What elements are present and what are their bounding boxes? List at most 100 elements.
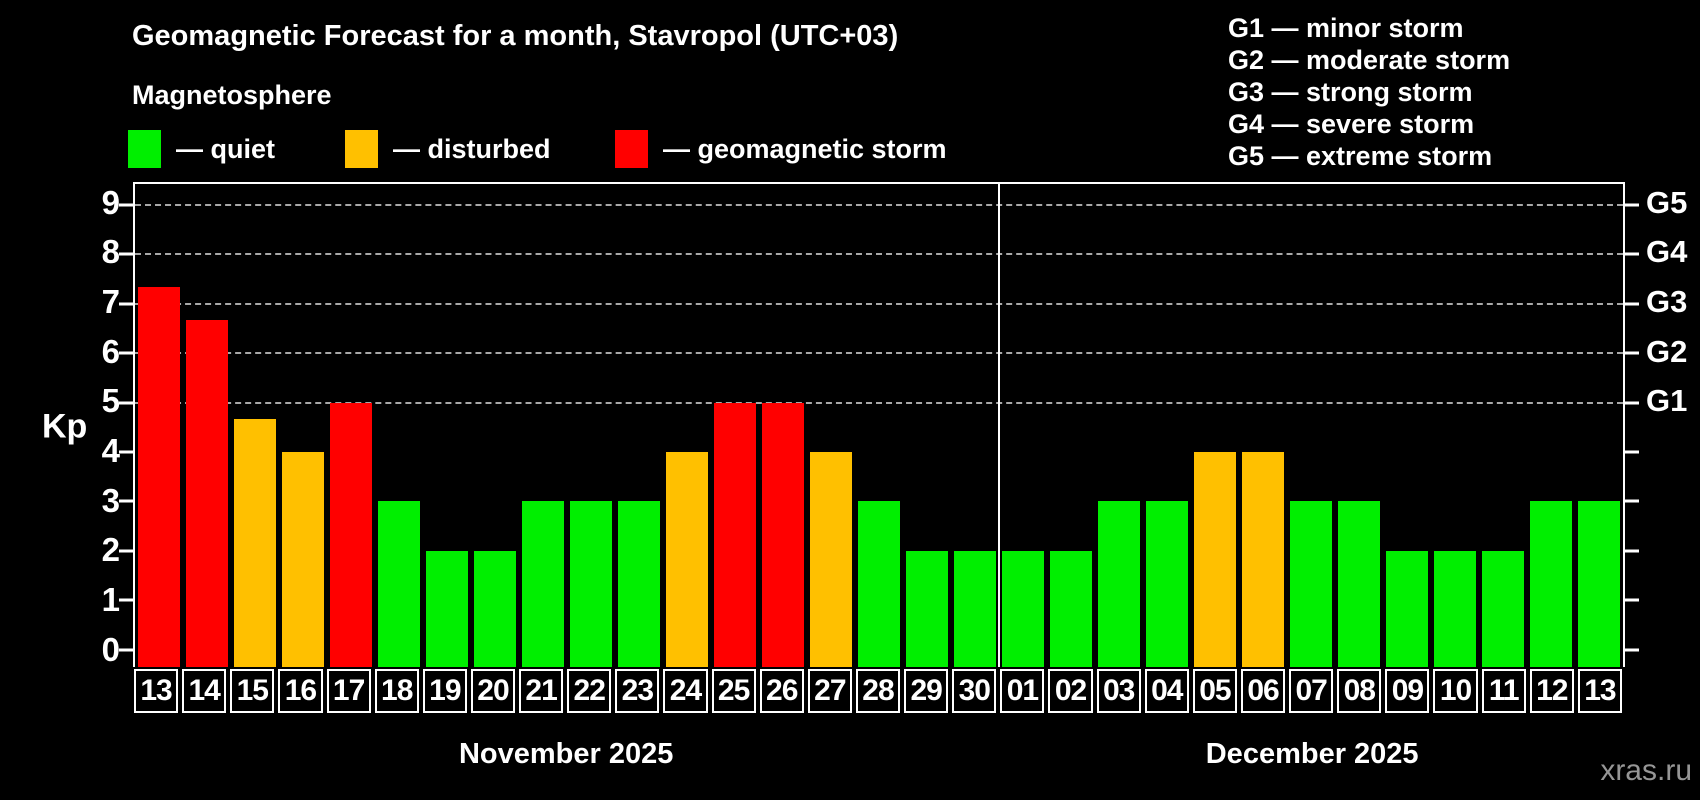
left-axis-tick-4 bbox=[119, 450, 133, 454]
right-axis-tick-1 bbox=[1625, 598, 1639, 602]
g-scale-legend: G1 — minor storm G2 — moderate storm G3 — … bbox=[1228, 12, 1510, 172]
month-label-1: December 2025 bbox=[1205, 738, 1419, 770]
bar-day-02 bbox=[1050, 550, 1092, 667]
legend-item-quiet: — quiet bbox=[128, 130, 275, 168]
day-label-13: 13 bbox=[1577, 669, 1622, 713]
day-label-10: 10 bbox=[1433, 669, 1478, 713]
bar-day-13 bbox=[1578, 501, 1620, 667]
g-legend-item-g2: G2 — moderate storm bbox=[1228, 45, 1511, 75]
y-tick-label-4: 4 bbox=[101, 432, 120, 470]
y-tick-label-1: 1 bbox=[101, 580, 120, 618]
right-axis-tick-3 bbox=[1625, 499, 1639, 503]
g-legend-item-g1: G1 — minor storm bbox=[1228, 13, 1464, 43]
watermark: xras.ru bbox=[1600, 754, 1692, 787]
bar-day-17 bbox=[330, 402, 372, 667]
bar-day-25 bbox=[714, 402, 756, 667]
y-axis-tick-labels: 0 1 2 3 4 5 6 7 8 9 bbox=[0, 182, 120, 668]
bar-day-15 bbox=[234, 418, 276, 667]
y-tick-label-8: 8 bbox=[101, 233, 120, 271]
legend-item-storm: — geomagnetic storm bbox=[615, 130, 947, 168]
bar-day-28 bbox=[858, 501, 900, 667]
day-label-09: 09 bbox=[1385, 669, 1430, 713]
gridline-kp6 bbox=[135, 352, 1623, 355]
chart-subtitle: Magnetosphere bbox=[132, 80, 332, 110]
left-axis-tick-9 bbox=[119, 203, 133, 207]
legend-item-disturbed: — disturbed bbox=[345, 130, 551, 168]
left-axis-tick-7 bbox=[119, 302, 133, 306]
right-axis-tick-7 bbox=[1625, 302, 1639, 306]
y-tick-label-0: 0 bbox=[101, 630, 120, 668]
bar-day-18 bbox=[378, 501, 420, 667]
left-axis-tick-3 bbox=[119, 499, 133, 503]
bar-day-10 bbox=[1434, 550, 1476, 667]
g-axis-label-g1: G1 bbox=[1646, 383, 1688, 419]
legend-label-disturbed: — disturbed bbox=[393, 133, 551, 164]
left-axis-tick-8 bbox=[119, 252, 133, 256]
day-label-25: 25 bbox=[711, 669, 756, 713]
day-label-26: 26 bbox=[759, 669, 804, 713]
bar-day-14 bbox=[186, 319, 228, 667]
bar-day-08 bbox=[1338, 501, 1380, 667]
day-label-27: 27 bbox=[807, 669, 852, 713]
day-label-19: 19 bbox=[422, 669, 467, 713]
gridline-kp5 bbox=[135, 401, 1623, 404]
day-label-18: 18 bbox=[374, 669, 419, 713]
day-label-04: 04 bbox=[1144, 669, 1189, 713]
status-legend: — quiet — disturbed — geomagnetic storm bbox=[0, 130, 1100, 172]
bar-day-21 bbox=[522, 501, 564, 667]
bar-day-05 bbox=[1194, 451, 1236, 667]
bar-day-12 bbox=[1530, 501, 1572, 667]
day-label-01: 01 bbox=[1000, 669, 1045, 713]
g-axis-label-g5: G5 bbox=[1646, 184, 1688, 220]
right-axis-tick-2 bbox=[1625, 549, 1639, 553]
y-tick-label-9: 9 bbox=[101, 183, 120, 221]
bar-day-30 bbox=[954, 550, 996, 667]
bar-day-26 bbox=[762, 402, 804, 667]
day-label-02: 02 bbox=[1048, 669, 1093, 713]
day-axis: 13 14 15 16 17 18 19 20 21 22 23 24 25 26 27 28 29 30 01 02… bbox=[133, 669, 1625, 713]
day-label-15: 15 bbox=[230, 669, 275, 713]
legend-swatch-storm bbox=[615, 130, 648, 168]
g-axis-label-g4: G4 bbox=[1646, 234, 1688, 270]
legend-swatch-disturbed bbox=[345, 130, 378, 168]
day-label-29: 29 bbox=[904, 669, 949, 713]
y-axis-title: Kp bbox=[42, 407, 88, 446]
y-tick-label-6: 6 bbox=[101, 332, 120, 370]
month-separator bbox=[998, 184, 1000, 667]
bar-day-11 bbox=[1482, 550, 1524, 667]
month-label-0: November 2025 bbox=[458, 738, 674, 770]
gridline-kp9 bbox=[135, 203, 1623, 206]
gridline-kp7 bbox=[135, 302, 1623, 305]
day-label-17: 17 bbox=[326, 669, 371, 713]
plot-area bbox=[119, 182, 1639, 667]
month-labels: November 2025 December 2025 bbox=[133, 738, 1625, 778]
bar-day-09 bbox=[1386, 550, 1428, 667]
legend-label-quiet: — quiet bbox=[176, 133, 275, 164]
g-axis-label-g2: G2 bbox=[1646, 333, 1688, 369]
left-axis-tick-6 bbox=[119, 351, 133, 355]
day-label-30: 30 bbox=[952, 669, 997, 713]
right-axis-tick-6 bbox=[1625, 351, 1639, 355]
y-tick-label-3: 3 bbox=[101, 481, 120, 519]
bar-day-29 bbox=[906, 550, 948, 667]
left-axis-tick-0 bbox=[119, 648, 133, 652]
day-label-24: 24 bbox=[663, 669, 708, 713]
g-legend-item-g3: G3 — strong storm bbox=[1228, 77, 1473, 107]
bar-day-27 bbox=[810, 451, 852, 667]
bar-day-13 bbox=[138, 287, 180, 667]
right-axis-tick-5 bbox=[1625, 401, 1639, 404]
day-label-28: 28 bbox=[855, 669, 901, 713]
day-label-14: 14 bbox=[182, 669, 227, 713]
g-axis-label-g3: G3 bbox=[1646, 284, 1688, 320]
bar-day-22 bbox=[570, 501, 612, 667]
day-label-22: 22 bbox=[567, 669, 612, 713]
day-label-21: 21 bbox=[519, 669, 564, 713]
y-tick-label-2: 2 bbox=[101, 531, 120, 569]
day-label-08: 08 bbox=[1337, 669, 1382, 713]
g-legend-item-g5: G5 — extreme storm bbox=[1228, 141, 1493, 171]
right-axis-tick-8 bbox=[1625, 252, 1639, 256]
y-tick-label-5: 5 bbox=[101, 382, 120, 420]
day-label-13: 13 bbox=[134, 669, 179, 713]
left-axis-tick-1 bbox=[119, 598, 133, 602]
